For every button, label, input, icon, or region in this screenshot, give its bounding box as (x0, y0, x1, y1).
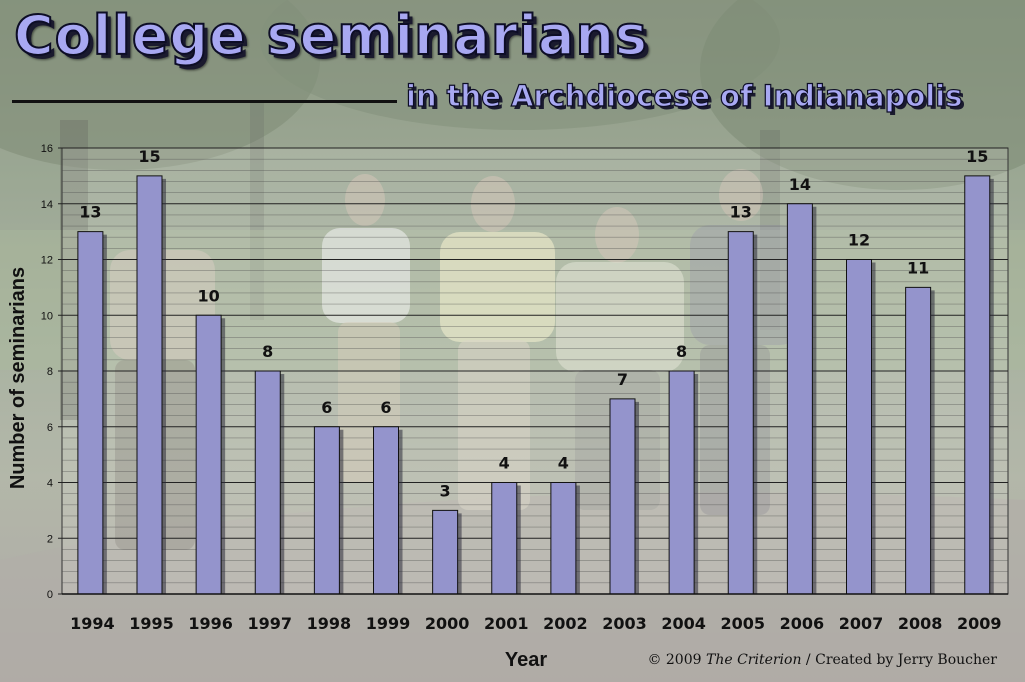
x-axis-tick-labels: 1994 1995 1996 1997 1998 1999 2000 2001 2002 2003… (70, 614, 1001, 633)
bar-2004 (668, 370, 695, 595)
y-tick-label: 6 (47, 422, 53, 434)
bar-1998 (313, 426, 340, 595)
bar-2001 (491, 482, 518, 595)
bar-1995 (136, 175, 163, 595)
bar-value-label: 6 (380, 398, 391, 417)
bar-1999 (373, 426, 400, 595)
bar-value-label: 12 (848, 231, 870, 250)
bar-2006 (786, 203, 813, 595)
x-tick-label: 1999 (366, 614, 411, 633)
bar-value-label: 15 (966, 147, 988, 166)
bar-value-label: 15 (138, 147, 160, 166)
y-tick-label: 2 (47, 533, 53, 545)
y-tick-label: 4 (47, 478, 53, 490)
bar-1997 (254, 370, 281, 595)
bar-value-labels: 13 15 10 8 6 6 3 4 4 7 8 13 14 12 11 15 (79, 147, 988, 501)
x-tick-label: 1996 (188, 614, 233, 633)
bar-2005 (727, 231, 754, 595)
x-tick-label: 2003 (602, 614, 647, 633)
bar-value-label: 14 (789, 175, 811, 194)
x-tick-label: 2001 (484, 614, 529, 633)
bar-2007 (846, 259, 873, 595)
credit-publication: The Criterion (705, 652, 802, 668)
bar-1996 (195, 314, 222, 595)
y-tick-label: 16 (41, 143, 53, 155)
y-axis-tick-labels: 0 2 4 6 8 10 12 14 16 (41, 143, 53, 601)
bar-2008 (905, 286, 932, 595)
bar-value-label: 11 (907, 258, 929, 277)
x-tick-label: 2006 (780, 614, 825, 633)
y-tick-label: 8 (47, 366, 53, 378)
x-tick-label: 1995 (129, 614, 174, 633)
bar-value-label: 6 (321, 398, 332, 417)
bar-value-label: 3 (440, 481, 451, 500)
y-tick-label: 10 (41, 310, 53, 322)
bar-1994 (77, 231, 104, 595)
x-tick-label: 1998 (307, 614, 352, 633)
chart-subtitle: in the Archdiocese of Indianapolis (405, 78, 963, 113)
bar-value-label: 4 (558, 454, 569, 473)
title-rule (12, 100, 397, 103)
x-tick-label: 2007 (839, 614, 884, 633)
bar-value-label: 8 (676, 342, 687, 361)
bar-value-label: 8 (262, 342, 273, 361)
bar-value-label: 13 (730, 203, 752, 222)
y-tick-label: 0 (47, 589, 53, 601)
x-tick-label: 2004 (661, 614, 706, 633)
x-tick-label: 2009 (957, 614, 1002, 633)
bars (77, 175, 994, 595)
bar-value-label: 7 (617, 370, 628, 389)
x-tick-label: 1994 (70, 614, 115, 633)
chart-title: College seminarians (13, 3, 649, 68)
x-axis-label: Year (505, 649, 547, 671)
y-axis-label: Number of seminarians (7, 267, 29, 489)
credit-suffix: / Created by Jerry Boucher (801, 652, 997, 668)
bar-value-label: 10 (197, 286, 219, 305)
bar-2000 (432, 509, 459, 595)
bar-value-label: 4 (499, 454, 510, 473)
x-tick-label: 2000 (425, 614, 470, 633)
credit-line: © 2009 The Criterion / Created by Jerry … (647, 652, 997, 668)
y-tick-label: 12 (41, 255, 53, 267)
credit-prefix: © 2009 (647, 652, 706, 668)
y-tick-label: 14 (41, 199, 53, 211)
x-tick-label: 2002 (543, 614, 588, 633)
bar-2009 (964, 175, 991, 595)
x-tick-label: 1997 (247, 614, 292, 633)
bar-value-label: 13 (79, 203, 101, 222)
bar-2002 (550, 482, 577, 595)
bar-2003 (609, 398, 636, 595)
x-tick-label: 2005 (720, 614, 765, 633)
x-tick-label: 2008 (898, 614, 943, 633)
